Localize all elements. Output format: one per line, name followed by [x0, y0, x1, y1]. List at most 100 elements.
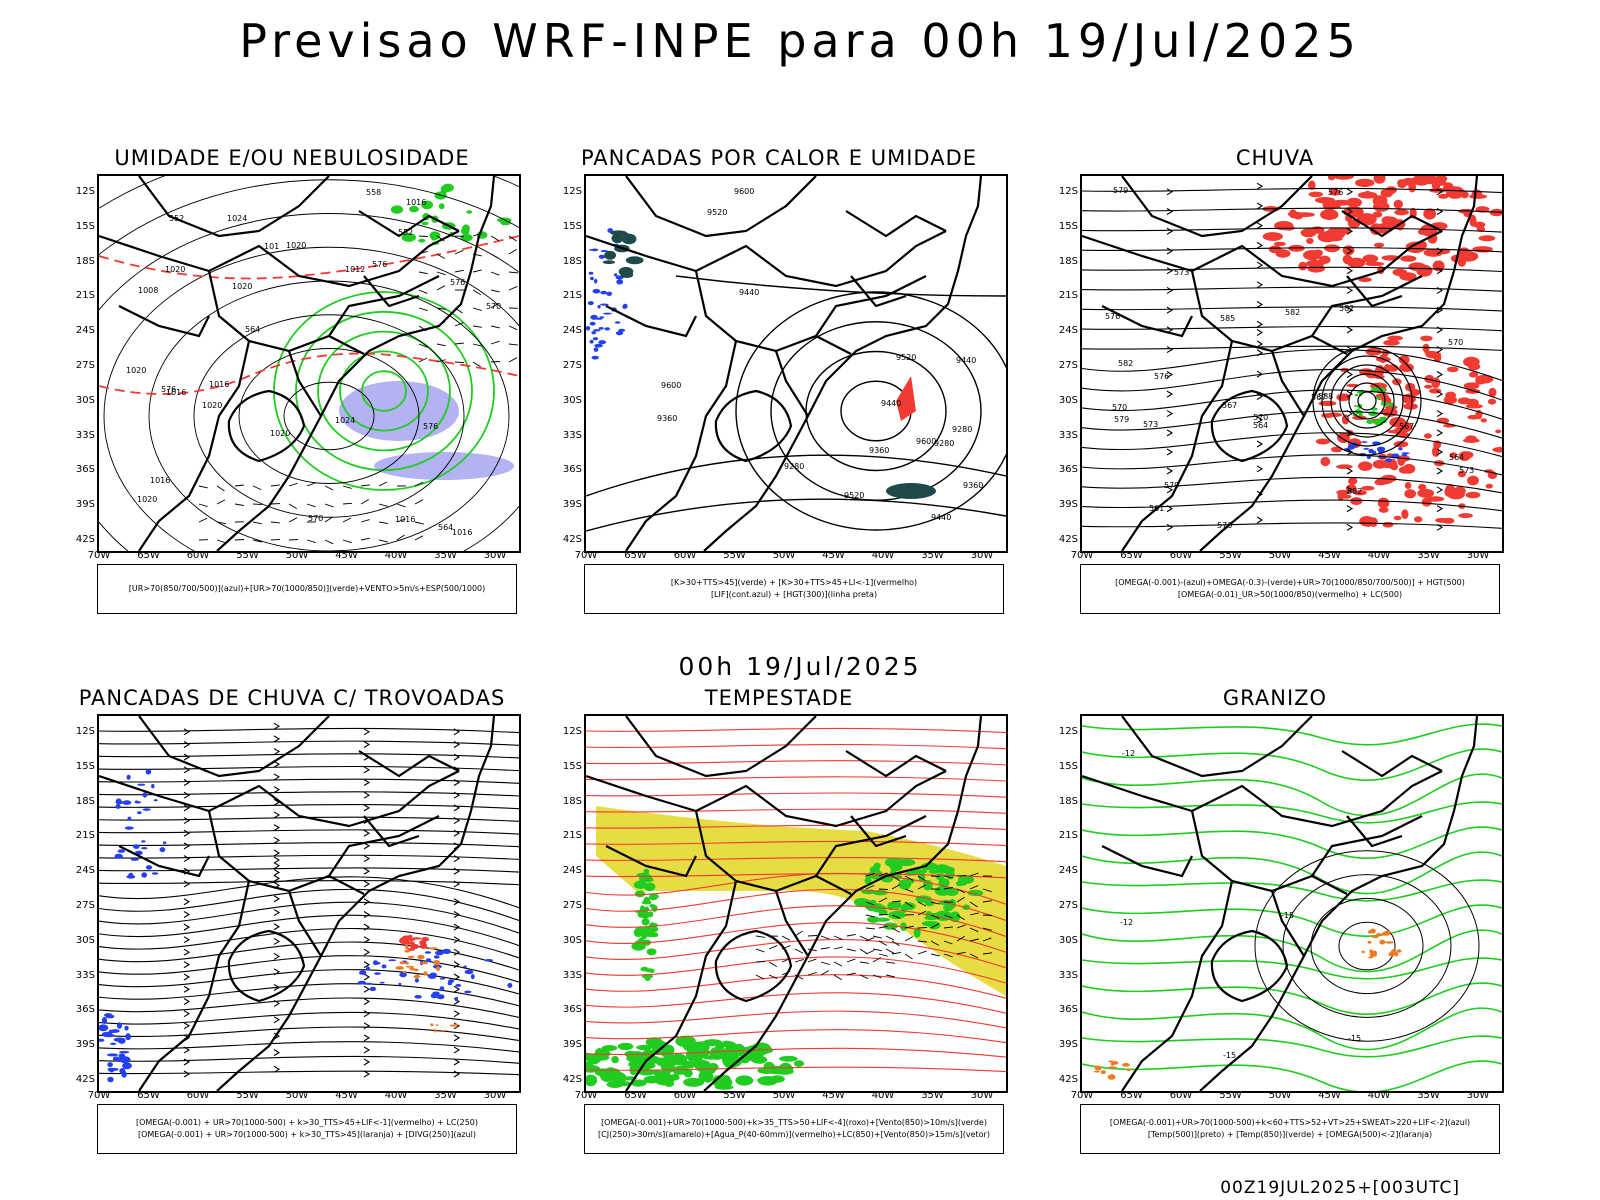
wind-area-green	[586, 1053, 601, 1065]
rain-area	[1410, 388, 1420, 397]
streamline-arrow	[1346, 467, 1354, 475]
rain-area	[1394, 209, 1409, 216]
streamline-arrow	[273, 1065, 281, 1073]
wind-vector	[490, 271, 500, 276]
contour-label: 579	[1114, 415, 1129, 424]
streamline-arrow	[363, 961, 371, 969]
wind-area-green	[639, 877, 654, 883]
divergence-area	[442, 948, 451, 954]
wind-vector	[288, 517, 298, 523]
wind-area-green	[641, 918, 650, 926]
wind-area-green	[883, 922, 898, 930]
streamline-arrow	[1166, 346, 1174, 354]
streamline-arrow	[1166, 523, 1174, 531]
divergence-area	[124, 1025, 129, 1031]
wind-vector	[891, 951, 901, 955]
contour-label: 576	[1328, 188, 1343, 197]
border-line	[774, 890, 809, 957]
map-panel: CHUVA 12S 15S 18S 21S 24S 27S 30S 33S 36S 39S 42S 58…	[1040, 146, 1510, 626]
rain-area	[1320, 209, 1339, 220]
panel-title: PANCADAS DE CHUVA C/ TROVOADAS	[78, 686, 506, 710]
wind-area-green	[897, 858, 916, 867]
wind-area-green	[892, 901, 902, 909]
wind-vector	[833, 935, 843, 940]
wind-area-green	[641, 932, 648, 939]
lif-contour	[597, 304, 601, 309]
wind-area-green	[648, 927, 655, 933]
wind-area-green	[630, 1079, 647, 1087]
longitude-tick-label: 45W	[335, 550, 358, 561]
streamline-arrow	[1436, 371, 1444, 378]
latitude-tick-label: 15S	[75, 220, 95, 232]
divergence-area	[464, 969, 474, 975]
rain-area	[1337, 491, 1344, 501]
wind-area-green	[586, 1074, 598, 1087]
rain-area	[1469, 371, 1479, 378]
streamline-arrow	[1256, 516, 1264, 524]
humidity-area-green	[401, 232, 416, 242]
divergence-area	[127, 816, 132, 821]
wind-vector	[969, 901, 978, 908]
temp850-contour	[1082, 929, 1502, 973]
wind-area-green	[698, 1071, 706, 1083]
contour-label: 576	[1217, 521, 1232, 530]
legend-line: [OMEGA(-0.001)+UR>70(1000-500)+k<60+TTS>…	[1109, 1118, 1471, 1127]
streamline-arrow	[1436, 286, 1444, 294]
latitude-tick-label: 39S	[1058, 1039, 1078, 1051]
streamline	[586, 872, 1006, 905]
contour-label: 564	[438, 523, 453, 532]
longitude-tick-label: 40W	[384, 1090, 408, 1101]
longitude-tick-label: 40W	[1367, 1090, 1391, 1101]
temp850-contour	[1082, 1035, 1502, 1058]
wind-vector	[270, 484, 280, 487]
streamline-arrow	[183, 880, 191, 888]
streamline	[1082, 187, 1502, 194]
wind-area-green	[683, 1068, 693, 1078]
storm-area-orange	[428, 947, 438, 950]
streamline-arrow	[183, 998, 191, 1005]
wind-vector	[490, 340, 500, 345]
border-line	[207, 810, 365, 895]
contour-label: 564	[245, 325, 260, 334]
latitude-tick-label: 15S	[75, 760, 95, 772]
streamline-arrow	[363, 1070, 371, 1078]
storm-area-red	[399, 937, 407, 944]
contour-line	[99, 213, 519, 551]
lif-contour	[602, 312, 612, 315]
wind-vector	[324, 503, 334, 508]
rain-area	[1404, 489, 1417, 499]
rain-area	[1382, 521, 1394, 528]
wind-vector	[878, 940, 888, 946]
wind-vector	[252, 521, 262, 525]
latitude-axis: 12S 15S 18S 21S 24S 27S 30S 33S 36S 39S 42S	[544, 174, 582, 549]
wind-vector	[807, 958, 817, 963]
omega-area-blue	[1368, 448, 1374, 454]
contour-line	[1310, 897, 1424, 995]
omega-area-orange	[1388, 952, 1395, 957]
legend-box: [K>30+TTS>45](verde) + [K>30+TTS>45+LI<-…	[584, 564, 1004, 614]
contour-label: 576	[423, 422, 438, 431]
contour-line	[295, 310, 473, 472]
instability-area	[886, 483, 936, 499]
divergence-area	[439, 986, 445, 991]
storm-area-red	[409, 943, 420, 950]
wind-area-green	[634, 890, 646, 898]
wind-area-green	[864, 877, 872, 885]
streamline	[586, 921, 1006, 953]
latitude-tick-label: 39S	[75, 1039, 95, 1051]
panel-title: GRANIZO	[1222, 686, 1328, 710]
streamline-arrow	[273, 811, 281, 819]
coastline	[703, 716, 983, 1091]
contour-label: 1016	[452, 528, 472, 537]
longitude-tick-label: 65W	[1120, 1090, 1143, 1101]
wind-vector	[885, 935, 895, 941]
wind-vector	[930, 901, 940, 905]
streamline	[586, 792, 1006, 798]
wind-vector	[865, 914, 875, 918]
wind-area-green	[676, 1060, 697, 1066]
omega-area-orange	[1110, 1061, 1115, 1066]
longitude-tick-label: 70W	[87, 550, 111, 561]
divergence-area	[429, 972, 437, 978]
wind-vector	[807, 935, 818, 937]
divergence-area	[359, 970, 367, 975]
